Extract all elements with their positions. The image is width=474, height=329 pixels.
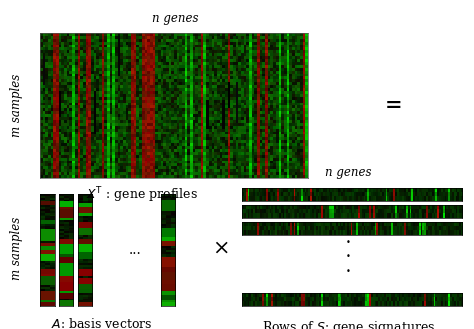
Text: m samples: m samples — [10, 74, 23, 137]
Text: m samples: m samples — [10, 217, 23, 280]
Text: n genes: n genes — [152, 12, 199, 25]
Text: •
•
•: • • • — [346, 238, 351, 276]
Text: ×: × — [212, 239, 229, 258]
Text: $X^{\mathrm{T}}$ : gene profiles: $X^{\mathrm{T}}$ : gene profiles — [86, 186, 198, 206]
Text: Rows of $S$: gene signatures: Rows of $S$: gene signatures — [262, 319, 435, 329]
Text: ...: ... — [129, 243, 141, 257]
Text: =: = — [384, 95, 402, 115]
Text: $A$: basis vectors: $A$: basis vectors — [51, 317, 153, 329]
Text: n genes: n genes — [325, 166, 372, 179]
